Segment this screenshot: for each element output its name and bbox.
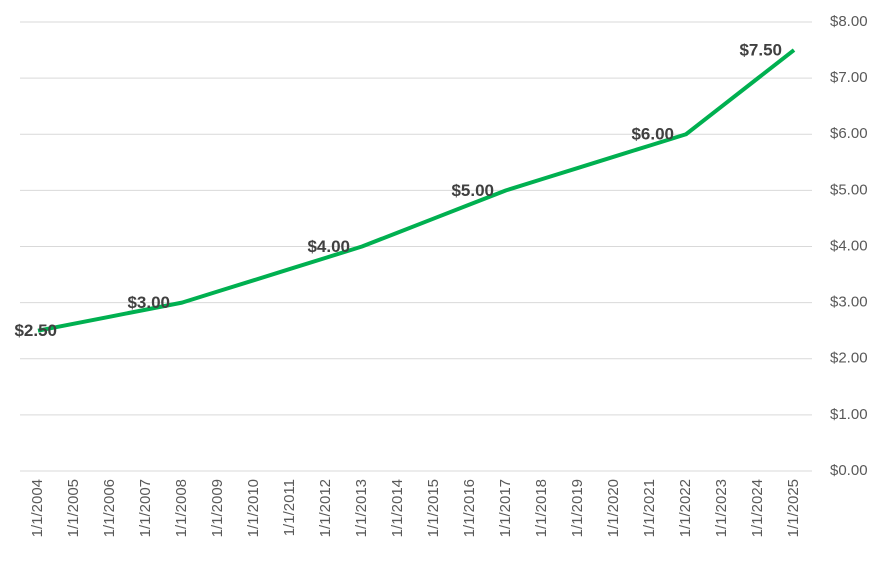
x-tick-label: 1/1/2023: [713, 479, 730, 537]
series-line: [37, 48, 796, 333]
x-tick-label: 1/1/2024: [749, 479, 766, 537]
y-tick-label: $1.00: [830, 406, 868, 423]
x-tick-label: 1/1/2011: [281, 479, 298, 536]
x-tick-label: 1/1/2025: [785, 479, 802, 537]
y-tick-label: $5.00: [830, 181, 868, 198]
x-tick-label: 1/1/2022: [677, 479, 694, 537]
data-label: $2.50: [14, 321, 57, 340]
x-tick-label: 1/1/2010: [245, 479, 262, 537]
data-label: $7.50: [739, 41, 782, 60]
x-tick-label: 1/1/2018: [533, 479, 550, 537]
x-tick-label: 1/1/2014: [389, 479, 406, 537]
x-tick-label: 1/1/2004: [29, 479, 46, 537]
y-tick-label: $3.00: [830, 294, 868, 311]
x-tick-label: 1/1/2005: [65, 479, 82, 537]
y-tick-label: $0.00: [830, 462, 868, 479]
data-label: $3.00: [127, 293, 170, 312]
x-tick-label: 1/1/2016: [461, 479, 478, 537]
data-label: $5.00: [451, 181, 494, 200]
x-tick-label: 1/1/2012: [317, 479, 334, 537]
x-tick-label: 1/1/2017: [497, 479, 514, 537]
data-label: $6.00: [631, 125, 674, 144]
x-tick-label: 1/1/2013: [353, 479, 370, 537]
data-label: $4.00: [307, 237, 350, 256]
y-tick-label: $4.00: [830, 237, 868, 254]
x-tick-label: 1/1/2021: [641, 479, 658, 537]
x-tick-label: 1/1/2006: [101, 479, 118, 537]
x-tick-label: 1/1/2015: [425, 479, 442, 537]
y-tick-label: $6.00: [830, 125, 868, 142]
y-tick-label: $8.00: [830, 13, 868, 30]
x-tick-label: 1/1/2009: [209, 479, 226, 537]
x-tick-label: 1/1/2007: [137, 479, 154, 537]
x-tick-label: 1/1/2019: [569, 479, 586, 537]
y-tick-label: $7.00: [830, 69, 868, 86]
x-tick-label: 1/1/2020: [605, 479, 622, 537]
x-tick-label: 1/1/2008: [173, 479, 190, 537]
y-tick-label: $2.00: [830, 350, 868, 367]
